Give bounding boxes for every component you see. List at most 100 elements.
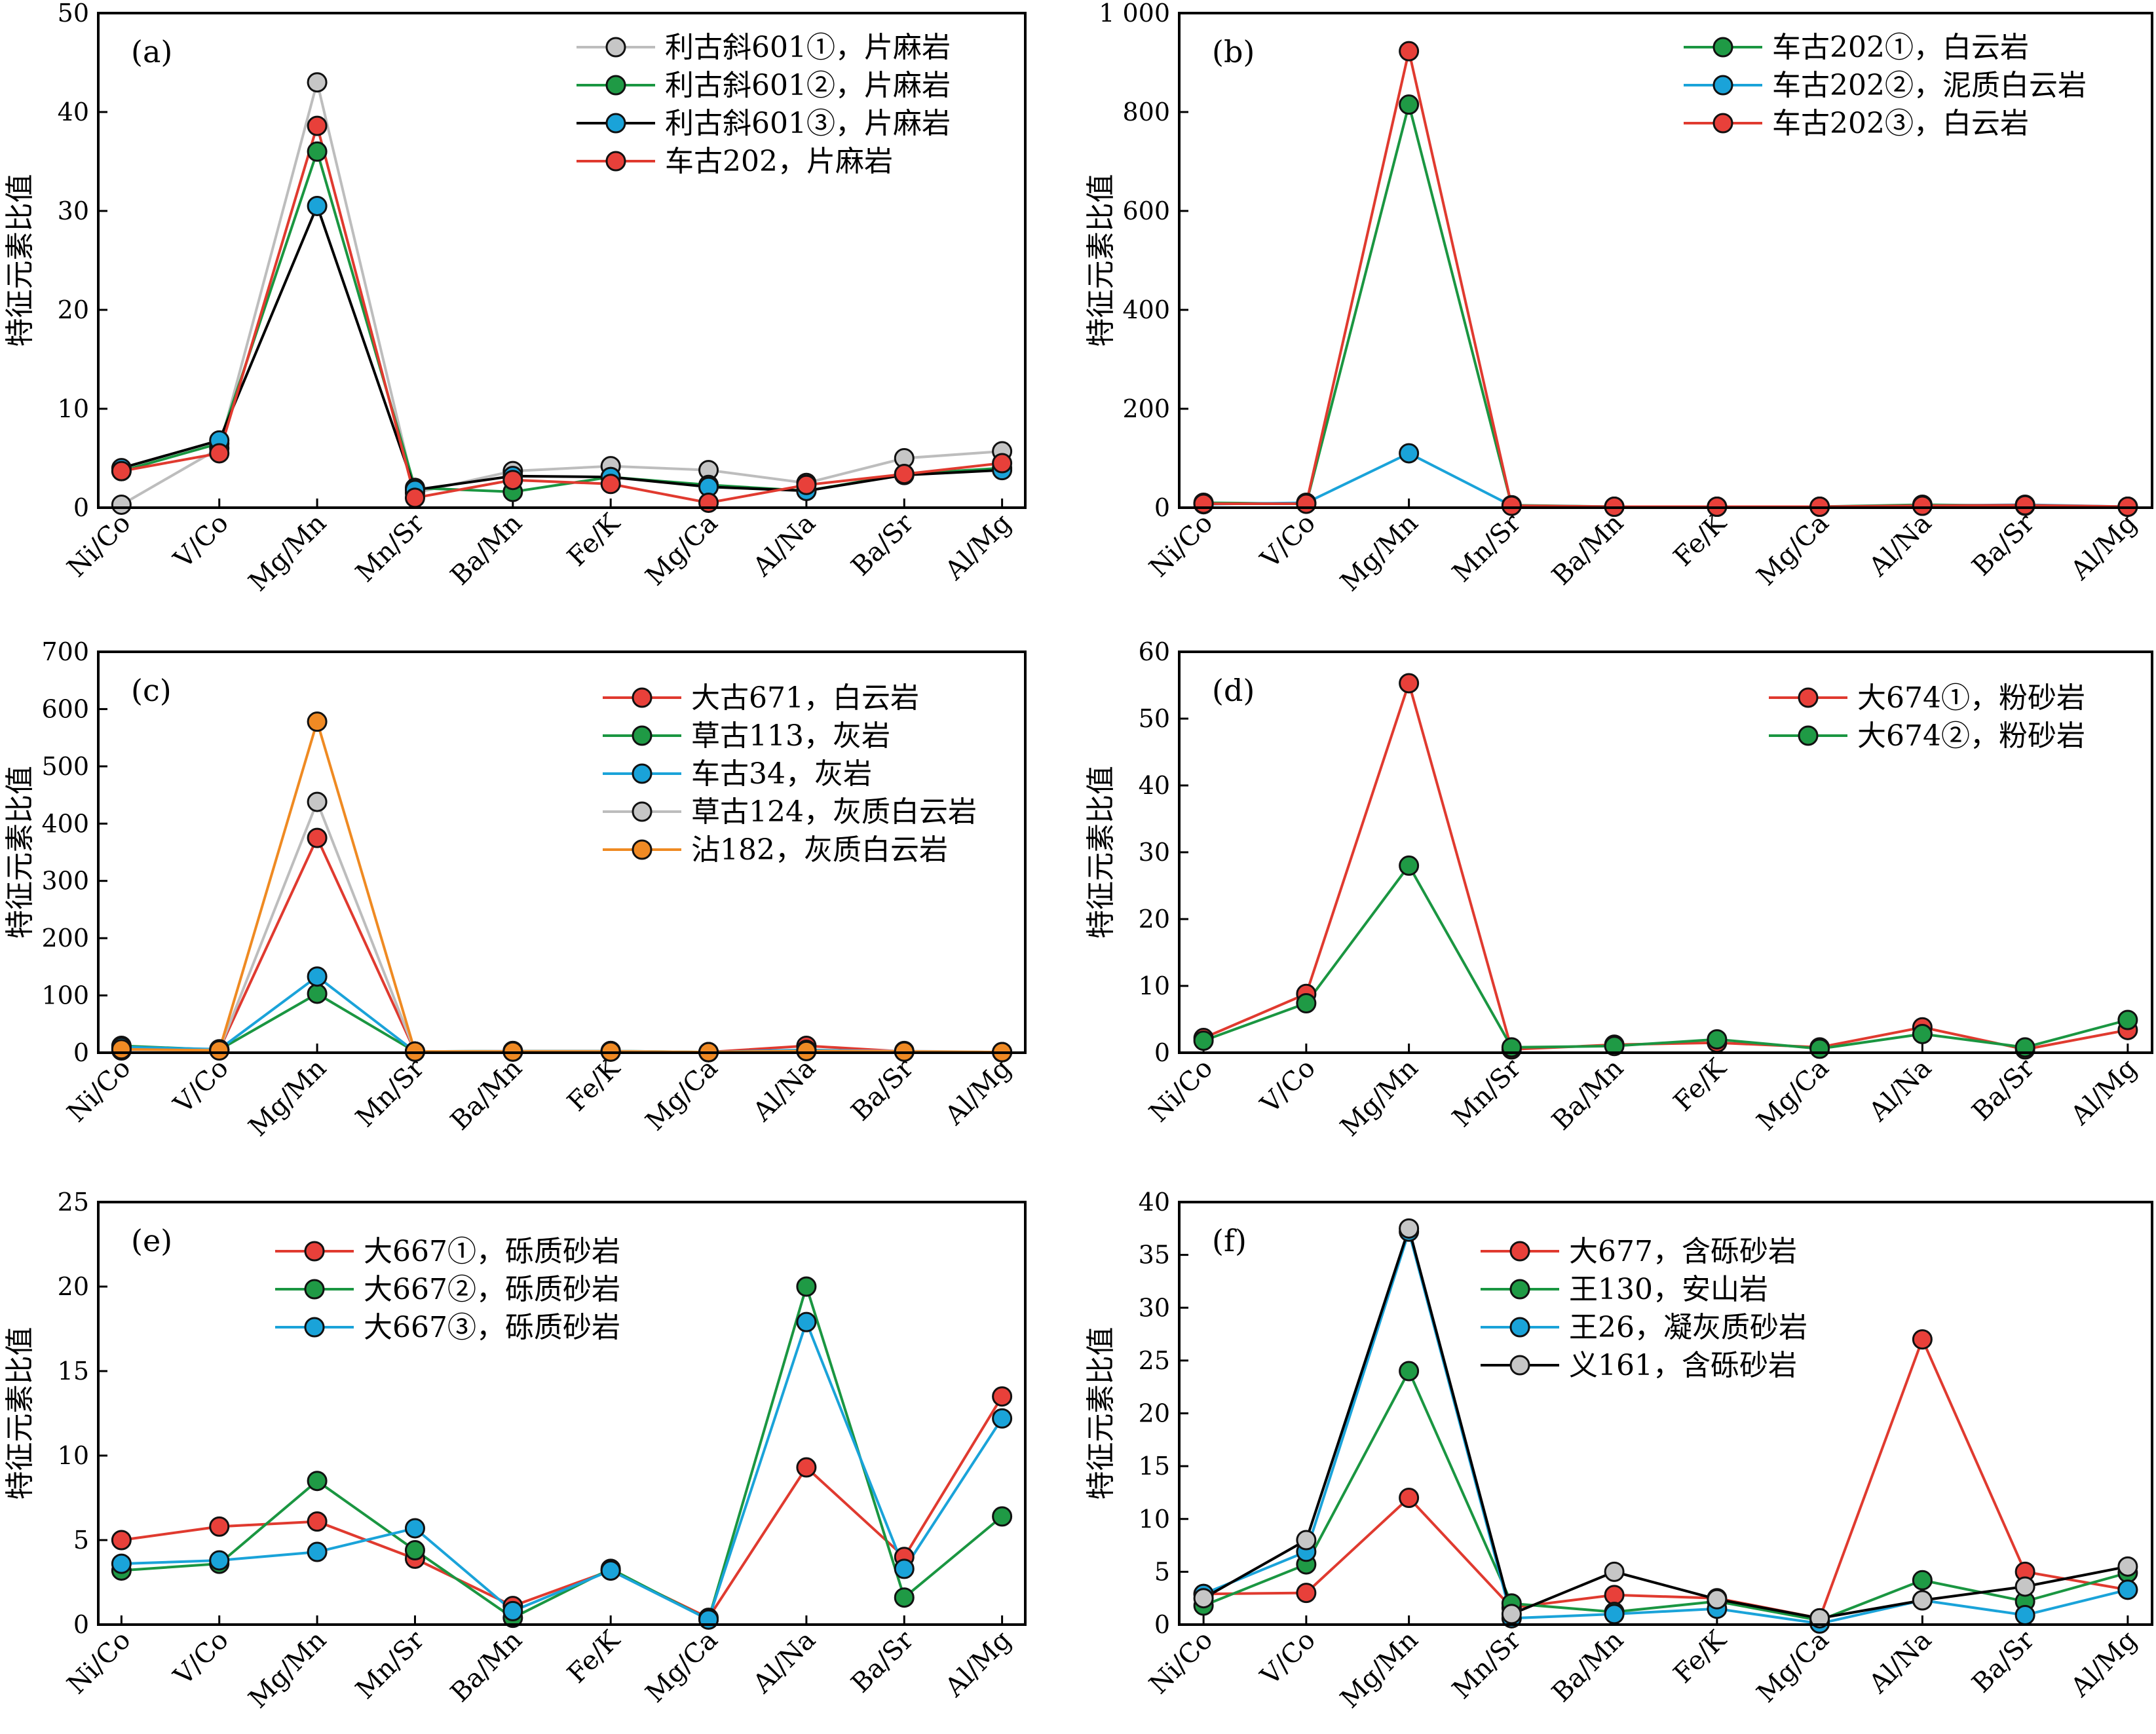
series-line-1 [1203, 1368, 2128, 1622]
data-point [1296, 993, 1317, 1014]
panel-label: (f) [1212, 1223, 1247, 1258]
data-point [1707, 1589, 1728, 1610]
y-tick-label: 10 [58, 394, 89, 423]
panel-label: (d) [1212, 673, 1255, 708]
y-tick-label: 40 [1139, 1188, 1170, 1216]
legend: 大古671，白云岩草古113，灰岩车古34，灰岩草古124，灰质白云岩沾182，… [603, 681, 977, 867]
x-tick-label: Mn/Sr [1447, 508, 1527, 588]
legend-marker [605, 151, 626, 172]
legend-label: 草古124，灰质白云岩 [691, 795, 977, 829]
data-point [1604, 1036, 1625, 1057]
x-tick-label: Mn/Sr [1447, 1625, 1527, 1705]
data-point [307, 195, 328, 216]
x-tick-label: Mg/Mn [243, 1053, 332, 1142]
x-tick-label: Fe/K [1668, 1053, 1733, 1118]
plot-frame [97, 12, 1027, 509]
y-tick-label: 0 [1154, 1610, 1170, 1639]
x-tick-label: Fe/K [561, 1625, 626, 1689]
series-line-2 [1203, 1227, 2128, 1625]
plot-frame [97, 1201, 1027, 1626]
panel-label: (c) [131, 673, 172, 708]
series-line-3 [121, 121, 1002, 504]
y-tick-label: 25 [1139, 1346, 1170, 1375]
x-tick-label: Ba/Sr [846, 1053, 920, 1127]
data-point [1912, 495, 1933, 516]
y-tick-label: 800 [1122, 98, 1170, 126]
series-line-0 [1203, 1336, 2128, 1620]
x-tick-label: Al/Na [747, 508, 822, 583]
y-tick-label: 400 [41, 809, 89, 838]
y-tick-label: 600 [1122, 197, 1170, 225]
x-tick-label: Ba/Sr [1967, 508, 2041, 582]
data-point [1912, 1329, 1933, 1350]
data-point [404, 1518, 425, 1539]
x-tick-label: V/Co [1255, 508, 1321, 575]
data-point [992, 1408, 1013, 1429]
legend-label: 大674①，粉砂岩 [1857, 681, 2085, 715]
data-point [2014, 1576, 2035, 1597]
data-point [307, 1471, 328, 1492]
series-line-0 [121, 82, 1002, 506]
legend-marker [1509, 1279, 1530, 1300]
x-tick-label: V/Co [168, 1053, 235, 1120]
y-tick-label: 50 [58, 0, 89, 28]
series-line-0 [121, 1395, 1004, 1620]
y-tick-label: 0 [73, 1038, 89, 1067]
y-axis-label: 特征元素比值 [3, 766, 37, 939]
y-tick-label: 40 [58, 98, 89, 126]
data-point [992, 1386, 1013, 1407]
x-tick-label: Ba/Mn [445, 1625, 528, 1708]
data-point [1399, 41, 1420, 62]
legend-label: 车古34，灰岩 [691, 757, 872, 791]
y-tick-label: 200 [1122, 394, 1170, 423]
panel-label: (a) [131, 34, 172, 69]
x-tick-label: Ba/Mn [1546, 508, 1629, 592]
data-point [796, 1457, 817, 1478]
panel-label: (b) [1212, 34, 1255, 69]
legend-marker [632, 839, 652, 860]
x-tick-label: V/Co [168, 1625, 235, 1692]
legend-label: 车古202③，白云岩 [1772, 107, 2029, 140]
data-point [307, 711, 328, 732]
plot-frame [1178, 1201, 2153, 1626]
x-tick-label: Al/Mg [2065, 1053, 2143, 1131]
data-point [1809, 1608, 1830, 1629]
y-tick-label: 35 [1139, 1241, 1170, 1270]
legend-label: 利古斜601③，片麻岩 [665, 107, 951, 140]
x-tick-label: Al/Mg [939, 1053, 1017, 1131]
data-point [2117, 1579, 2138, 1600]
x-tick-label: V/Co [1255, 1625, 1321, 1692]
x-tick-label: V/Co [168, 508, 235, 575]
legend-marker [1798, 687, 1819, 708]
y-tick-label: 10 [58, 1441, 89, 1470]
y-tick-label: 50 [1139, 704, 1170, 733]
legend-marker [605, 113, 626, 134]
y-tick-label: 15 [1139, 1452, 1170, 1480]
x-tick-label: Ba/Sr [1967, 1053, 2041, 1127]
data-point [502, 470, 523, 491]
y-tick-label: 10 [1139, 1505, 1170, 1534]
y-tick-label: 10 [1139, 971, 1170, 1000]
data-point [1604, 1604, 1625, 1625]
x-tick-label: Al/Mg [939, 1625, 1017, 1703]
legend-label: 利古斜601②，片麻岩 [665, 69, 951, 102]
series-line-0 [1203, 104, 2128, 508]
data-point [307, 966, 328, 987]
x-tick-label: Mg/Mn [1334, 508, 1424, 597]
x-tick-label: Mg/Mn [1334, 1625, 1424, 1714]
data-point [307, 141, 328, 162]
data-point [307, 1541, 328, 1562]
data-point [992, 453, 1013, 474]
data-point [1912, 1570, 1933, 1591]
y-tick-label: 40 [1139, 771, 1170, 800]
data-point [111, 1039, 132, 1060]
data-point [1193, 1030, 1214, 1051]
data-point [111, 461, 132, 481]
y-tick-label: 30 [58, 197, 89, 225]
y-tick-label: 1 000 [1099, 0, 1170, 28]
y-tick-label: 25 [58, 1188, 89, 1216]
data-point [1399, 1361, 1420, 1382]
